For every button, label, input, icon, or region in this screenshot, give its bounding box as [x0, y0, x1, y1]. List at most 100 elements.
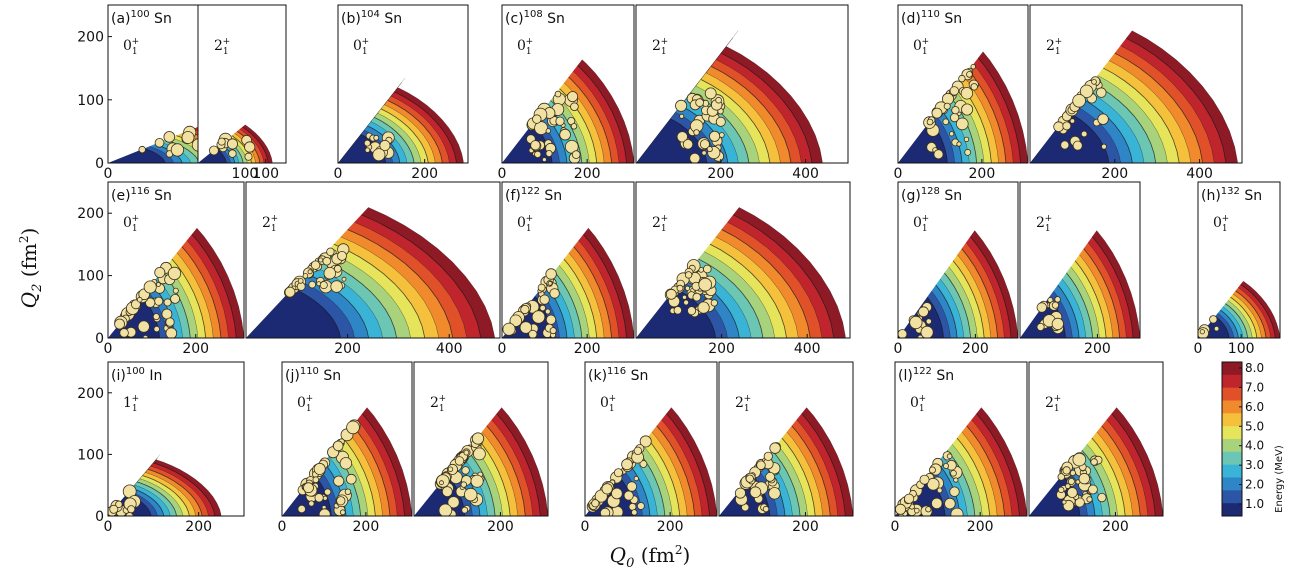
sample-point	[119, 328, 129, 338]
sample-point	[542, 157, 547, 163]
sample-point	[181, 131, 195, 144]
x-tick-label: 200	[353, 519, 380, 535]
panel-label: (b)104 Sn	[341, 9, 402, 27]
colorbar-segment	[1222, 439, 1242, 453]
sample-point	[1209, 315, 1218, 324]
sample-point	[545, 268, 557, 280]
unphysical-region	[1198, 182, 1280, 338]
sample-point	[528, 329, 538, 338]
colorbar-segment	[1222, 387, 1242, 401]
panel-label: (a)100 Sn	[111, 9, 172, 27]
sample-point	[961, 103, 974, 116]
y-tick-label: 100	[77, 447, 104, 463]
sample-point	[567, 91, 579, 103]
state-label: 01+	[123, 37, 139, 57]
sample-point	[1062, 466, 1071, 475]
x-tick-label: 400	[436, 341, 463, 357]
sample-point	[611, 487, 623, 500]
colorbar-frame	[1221, 361, 1243, 517]
sample-point	[1036, 302, 1048, 313]
colorbar-segment	[1222, 490, 1242, 504]
sample-point	[441, 486, 453, 498]
sample-point	[1061, 499, 1067, 505]
sample-point	[626, 481, 638, 492]
energy-surface	[198, 5, 286, 163]
sample-point	[165, 317, 175, 327]
colorbar-tick-label: 7.0	[1245, 380, 1264, 394]
sample-point	[297, 504, 306, 514]
sample-point	[1078, 472, 1091, 485]
colorbar-tick-label: 4.0	[1245, 439, 1264, 453]
panel-frame	[1029, 4, 1243, 164]
y-tick-label: 0	[95, 156, 104, 172]
outer-region	[845, 182, 850, 338]
sample-point	[1088, 484, 1098, 495]
panel-4: 200 400 21+	[635, 4, 849, 182]
state-label: 01+	[913, 214, 929, 234]
colorbar-tick-label: 8.0	[1245, 361, 1264, 375]
x-tick-label: 200	[967, 519, 994, 535]
sample-point	[545, 128, 551, 134]
sample-point	[208, 145, 219, 156]
state-label: 21+	[1045, 394, 1061, 414]
panel-10: 200 400 21+	[635, 181, 851, 357]
panel-frame	[107, 181, 245, 339]
panel-label: (c)108 Sn	[505, 9, 565, 27]
sample-point	[155, 282, 161, 287]
sample-point	[676, 284, 684, 292]
x-tick-label: 400	[794, 341, 821, 357]
energy-surface	[719, 362, 853, 516]
x-tick-label: 0	[498, 166, 507, 182]
y-tick-label: 0	[95, 509, 104, 525]
x-tick-label: 0	[104, 519, 113, 535]
panel-3: 0 200 (c)108 Sn 01+	[498, 4, 635, 182]
x-tick-label: 100	[1228, 341, 1255, 357]
state-label: 21+	[214, 37, 230, 57]
panel-frame	[718, 361, 854, 517]
sample-point	[621, 458, 633, 471]
state-label: 21+	[430, 394, 446, 414]
x-tick-label: 200	[707, 166, 734, 182]
y-axis-title: Q2 (fm2)	[17, 228, 45, 309]
panel-frame	[1197, 181, 1281, 339]
x-tick-label: 200	[182, 341, 209, 357]
sample-point	[943, 102, 951, 110]
x-tick-label: 0	[891, 519, 900, 535]
sample-point	[1097, 492, 1107, 503]
sample-point	[1086, 496, 1093, 503]
sample-point	[913, 507, 920, 514]
sample-point	[571, 150, 581, 159]
panel-frame	[1028, 361, 1164, 517]
panel-frame	[635, 181, 851, 339]
sample-point	[964, 148, 972, 156]
unphysical-region	[1029, 362, 1154, 516]
sample-point	[537, 283, 546, 292]
sample-point	[313, 462, 326, 475]
sample-point	[464, 487, 478, 502]
panels-group: 0 100 0 100 200 (a)100 Sn 01+ 100 21+ 0 200 (b)104 …	[77, 4, 1281, 535]
x-tick-label: 200	[792, 519, 819, 535]
sample-point	[963, 136, 970, 143]
panel-label: (i)100 In	[111, 366, 162, 384]
x-tick-label: 400	[1186, 166, 1213, 182]
panel-frame	[337, 4, 469, 164]
state-label: 01+	[600, 394, 616, 414]
sample-point	[303, 482, 314, 494]
sample-point	[333, 475, 345, 487]
sample-point	[322, 495, 328, 501]
sample-point	[970, 83, 978, 91]
unphysical-region	[636, 5, 758, 163]
sample-point	[438, 503, 453, 516]
sample-point	[318, 508, 331, 516]
sample-point	[1096, 87, 1107, 98]
sample-point	[951, 106, 960, 115]
energy-surface	[502, 5, 634, 163]
sample-point	[318, 257, 324, 263]
sample-point	[532, 114, 542, 124]
sample-point	[623, 490, 634, 501]
panel-6: 200 400 21+	[1029, 4, 1243, 182]
sample-point	[319, 281, 328, 290]
x-tick-label: 0	[498, 341, 507, 357]
sample-point	[534, 150, 542, 158]
